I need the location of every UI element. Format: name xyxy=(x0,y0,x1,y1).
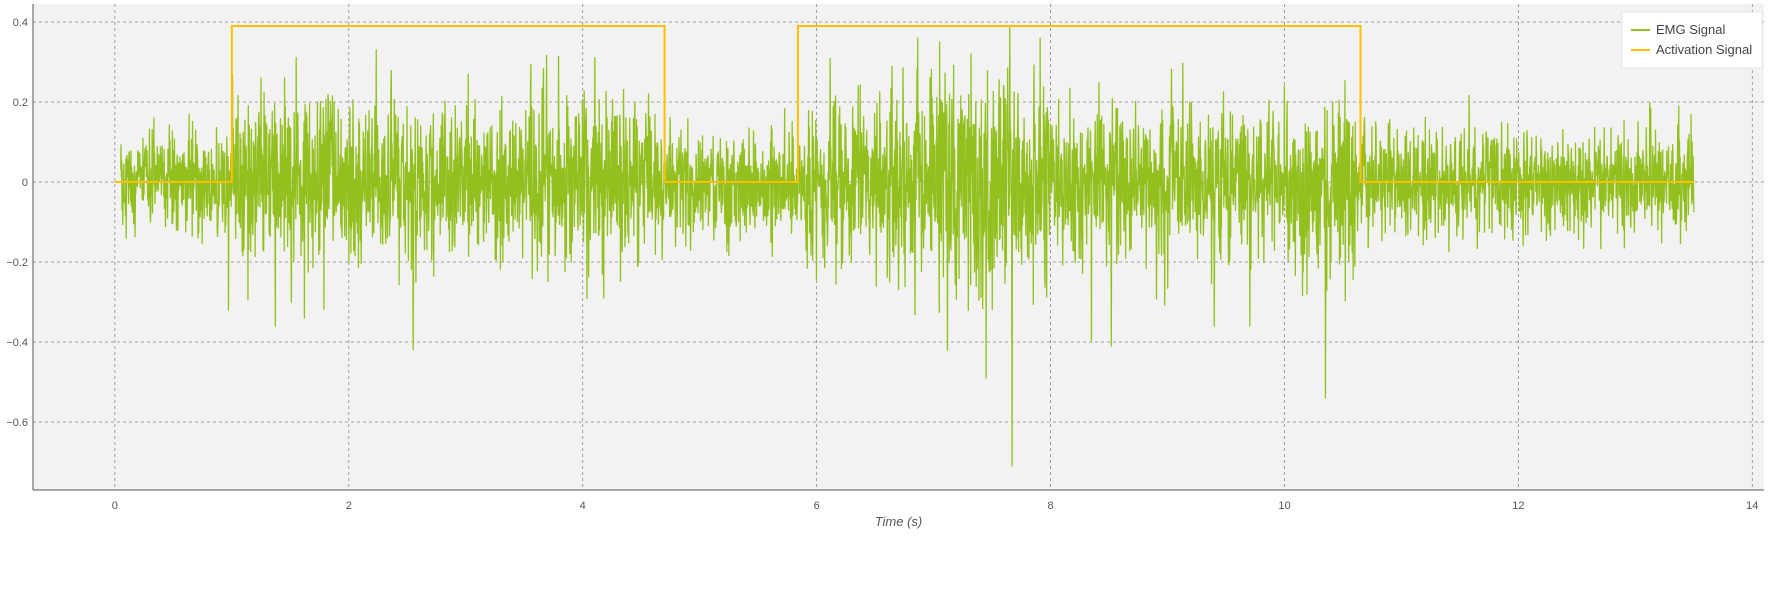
x-tick-label: 10 xyxy=(1278,500,1290,512)
activation-signal-line xyxy=(114,25,1694,183)
y-tick-label: −0.6 xyxy=(6,417,28,429)
series-emg-signal xyxy=(120,25,1695,467)
x-tick-label: 12 xyxy=(1512,500,1524,512)
x-tick-label: 4 xyxy=(580,500,586,512)
y-tick-label: 0 xyxy=(22,177,28,189)
y-tick-label: 0.2 xyxy=(13,97,28,109)
emg-signal-line xyxy=(120,25,1695,467)
x-tick-label: 6 xyxy=(814,500,820,512)
x-tick-label: 8 xyxy=(1047,500,1053,512)
y-tick-label: −0.2 xyxy=(6,257,28,269)
x-tick-label: 14 xyxy=(1746,500,1758,512)
legend-label-activation-signal: Activation Signal xyxy=(1656,42,1752,57)
legend: EMG Signal Activation Signal xyxy=(1621,11,1763,69)
y-tick-labels: −0.6 −0.4 −0.2 0 0.2 0.4 xyxy=(6,17,28,429)
y-tick-label: 0.4 xyxy=(13,17,28,29)
y-tick-label: −0.4 xyxy=(6,337,28,349)
legend-label-emg-signal: EMG Signal xyxy=(1656,22,1725,37)
x-axis-label: Time (s) xyxy=(875,514,923,529)
legend-box xyxy=(1621,11,1763,69)
x-tick-labels: 0 2 4 6 8 10 12 14 xyxy=(112,500,1759,512)
x-tick-label: 2 xyxy=(346,500,352,512)
axes xyxy=(32,4,1764,491)
series-activation-signal xyxy=(114,25,1694,183)
x-tick-label: 0 xyxy=(112,500,118,512)
